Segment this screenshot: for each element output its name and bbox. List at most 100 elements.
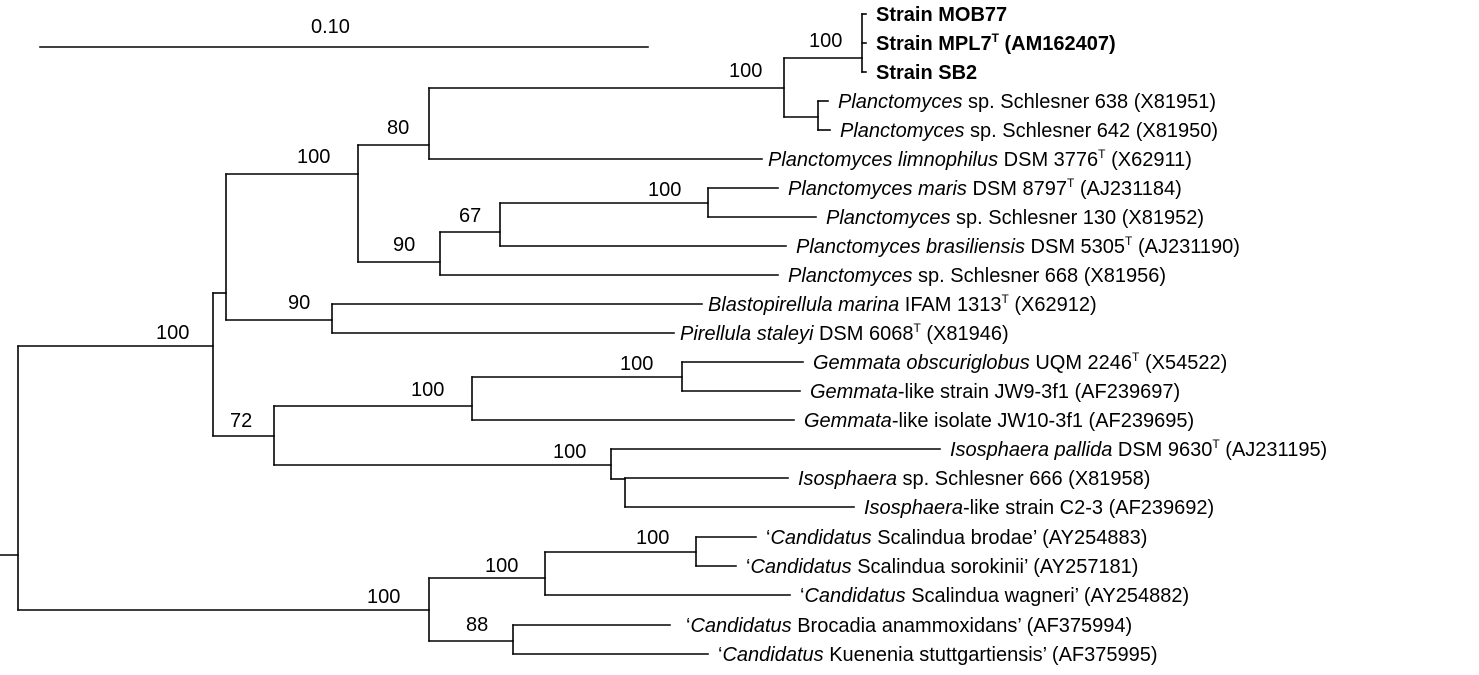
taxon-label-part: Candidatus [750, 556, 851, 578]
bootstrap-label: 100 [729, 60, 762, 82]
taxon-label: Strain MPL7T (AM162407) [876, 31, 1116, 55]
taxon-label: Isosphaera sp. Schlesner 666 (X81958) [798, 468, 1150, 490]
bootstrap-labels: 100 100 80 100 100 67 90 90 100 100 100 … [156, 30, 842, 636]
taxon-label-part: Candidatus [690, 615, 791, 637]
scale-bar-label: 0.10 [311, 16, 350, 38]
bootstrap-label: 100 [411, 379, 444, 401]
tree-branches [0, 13, 941, 655]
bootstrap-label: 100 [636, 527, 669, 549]
taxon-label: Planctomyces sp. Schlesner 668 (X81956) [788, 265, 1166, 287]
taxon-label-part: Isosphaera [798, 468, 897, 490]
bootstrap-label: 90 [393, 234, 415, 256]
taxon-label: Planctomyces brasiliensis DSM 5305T (AJ2… [796, 234, 1240, 258]
taxon-label: Planctomyces sp. Schlesner 130 (X81952) [826, 207, 1204, 229]
bootstrap-label: 67 [459, 205, 481, 227]
taxon-label-part: sp. Schlesner 638 (X81951) [963, 91, 1217, 113]
taxon-label: Planctomyces maris DSM 8797T (AJ231184) [788, 176, 1182, 200]
taxon-label-part: Candidatus [722, 644, 823, 666]
taxon-label: Strain MOB77 [876, 4, 1007, 26]
taxon-label-part: Brocadia anammoxidans’ (AF375994) [792, 615, 1133, 637]
taxon-label-part: DSM 5305 [1025, 236, 1125, 258]
taxon-label: Gemmata-like strain JW9-3f1 (AF239697) [810, 381, 1180, 403]
taxon-label-part: Strain MPL7 [876, 33, 992, 55]
taxon-label-part: Planctomyces brasiliensis [796, 236, 1025, 258]
taxon-label-part: DSM 6068 [813, 323, 913, 345]
taxon-label-part: Kuenenia stuttgartiensis’ (AF375995) [824, 644, 1158, 666]
taxon-label-part: Gemmata obscuriglobus [813, 352, 1030, 374]
taxon-label-part: ‘ [766, 527, 770, 549]
bootstrap-label: 100 [367, 586, 400, 608]
bootstrap-label: 100 [297, 146, 330, 168]
taxon-label: Isosphaera-like strain C2-3 (AF239692) [864, 497, 1214, 519]
taxon-label-part: Blastopirellula marina [708, 294, 899, 316]
taxon-label-part: -like strain C2-3 (AF239692) [963, 497, 1214, 519]
taxon-label-part: (AJ231190) [1132, 236, 1239, 258]
taxon-label-part: ‘ [718, 644, 722, 666]
taxon-label: Strain SB2 [876, 62, 977, 84]
taxon-label-part: Isosphaera pallida [950, 439, 1112, 461]
bootstrap-label: 100 [553, 441, 586, 463]
taxon-label-part: (X54522) [1139, 352, 1227, 374]
taxon-label-part: IFAM 1313 [899, 294, 1001, 316]
bootstrap-label: 100 [809, 30, 842, 52]
taxon-label-part: (X81946) [921, 323, 1009, 345]
taxon-label-part: -like isolate JW10-3f1 (AF239695) [892, 410, 1194, 432]
taxon-label-part: sp. Schlesner 130 (X81952) [951, 207, 1205, 229]
taxon-label-part: ‘ [746, 556, 750, 578]
bootstrap-label: 100 [485, 555, 518, 577]
taxon-label-part: Planctomyces limnophilus [768, 149, 998, 171]
taxon-label-part: ‘ [686, 615, 690, 637]
taxon-label: ‘Candidatus Brocadia anammoxidans’ (AF37… [686, 615, 1132, 637]
taxon-label: ‘Candidatus Kuenenia stuttgartiensis’ (A… [718, 644, 1158, 666]
taxon-label-part: Pirellula staleyi [680, 323, 814, 345]
taxon-label-part: sp. Schlesner 666 (X81958) [897, 468, 1151, 490]
type-strain-superscript: T [1098, 147, 1106, 161]
taxon-label-part: Candidatus [804, 585, 905, 607]
taxon-label: Planctomyces limnophilus DSM 3776T (X629… [768, 147, 1192, 171]
type-strain-superscript: T [1067, 176, 1075, 190]
bootstrap-label: 80 [387, 117, 409, 139]
taxon-label-part: Scalindua sorokinii’ (AY257181) [852, 556, 1139, 578]
taxon-label: Blastopirellula marina IFAM 1313T (X6291… [708, 292, 1097, 316]
bootstrap-label: 100 [620, 353, 653, 375]
type-strain-superscript: T [1125, 234, 1133, 248]
taxon-label-part: Scalindua wagneri’ (AY254882) [906, 585, 1190, 607]
taxon-label-part: sp. Schlesner 668 (X81956) [913, 265, 1167, 287]
taxon-label-part: Gemmata [810, 381, 898, 403]
taxon-label-part: DSM 8797 [967, 178, 1067, 200]
taxon-label-part: sp. Schlesner 642 (X81950) [965, 120, 1219, 142]
taxon-label-part: UQM 2246 [1030, 352, 1132, 374]
taxon-label-part: -like strain JW9-3f1 (AF239697) [898, 381, 1180, 403]
taxon-label-part: (AJ231195) [1220, 439, 1327, 461]
taxon-labels: Strain MOB77 Strain MPL7T (AM162407) Str… [680, 4, 1327, 666]
taxon-label: Planctomyces sp. Schlesner 638 (X81951) [838, 91, 1216, 113]
taxon-label-part: Strain MOB77 [876, 4, 1007, 26]
bootstrap-label: 88 [466, 614, 488, 636]
taxon-label: Gemmata-like isolate JW10-3f1 (AF239695) [804, 410, 1194, 432]
bootstrap-label: 72 [230, 410, 252, 432]
type-strain-superscript: T [913, 321, 921, 335]
taxon-label-part: Planctomyces [826, 207, 951, 229]
taxon-label-part: Gemmata [804, 410, 892, 432]
taxon-label: Pirellula staleyi DSM 6068T (X81946) [680, 321, 1009, 345]
bootstrap-label: 90 [288, 292, 310, 314]
taxon-label-part: (AM162407) [999, 33, 1116, 55]
taxon-label-part: Planctomyces maris [788, 178, 967, 200]
taxon-label-part: Isosphaera [864, 497, 963, 519]
taxon-label-part: DSM 9630 [1112, 439, 1212, 461]
taxon-label-part: Candidatus [770, 527, 871, 549]
taxon-label-part: (AJ231184) [1074, 178, 1181, 200]
type-strain-superscript: T [1001, 292, 1009, 306]
taxon-label-part: Planctomyces [840, 120, 965, 142]
taxon-label: Isosphaera pallida DSM 9630T (AJ231195) [950, 437, 1327, 461]
taxon-label-part: Planctomyces [788, 265, 913, 287]
bootstrap-label: 100 [648, 179, 681, 201]
type-strain-superscript: T [1132, 350, 1140, 364]
taxon-label: ‘Candidatus Scalindua brodae’ (AY254883) [766, 527, 1147, 549]
taxon-label-part: (X62912) [1009, 294, 1097, 316]
taxon-label-part: Planctomyces [838, 91, 963, 113]
taxon-label: ‘Candidatus Scalindua sorokinii’ (AY2571… [746, 556, 1138, 578]
taxon-label-part: (X62911) [1106, 149, 1192, 171]
scale-bar: 0.10 [39, 16, 649, 48]
